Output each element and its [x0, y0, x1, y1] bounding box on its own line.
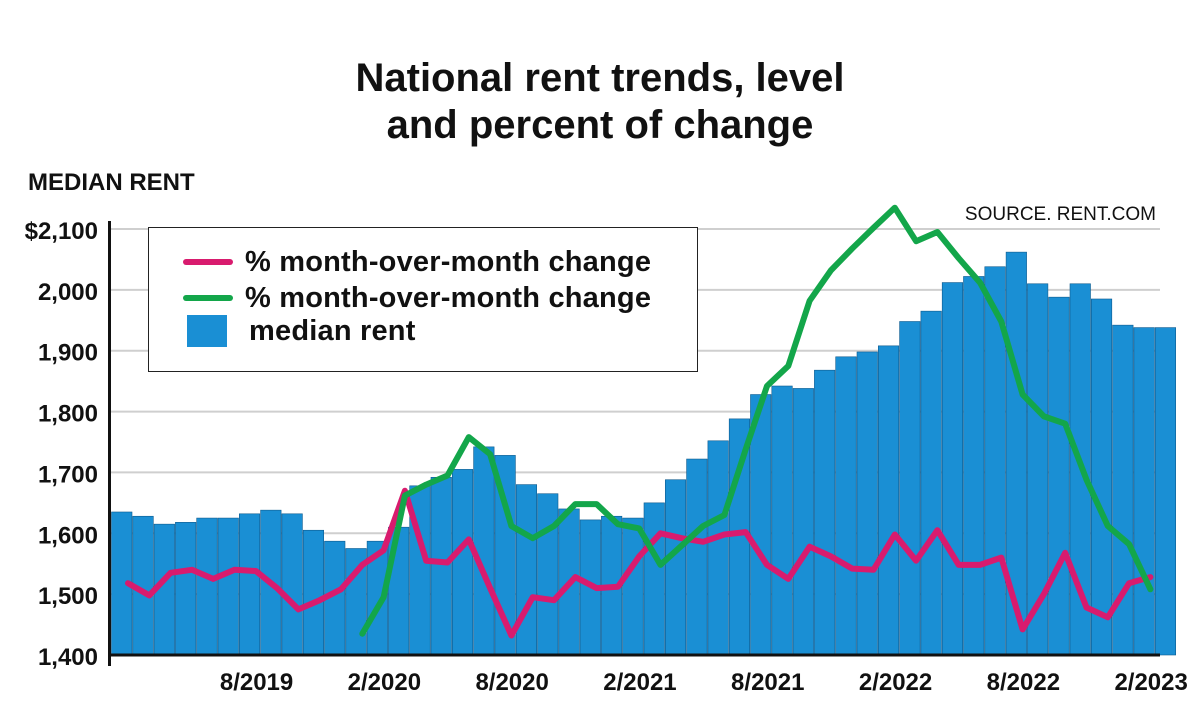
- x-tick-label: 2/2023: [1114, 669, 1187, 696]
- axes: $2,100 2,000 1,900 1,800 1,700 1,600 1,500 1,40…: [25, 218, 1188, 696]
- bar-median-rent: [622, 517, 644, 656]
- chart-title-line-2: and percent of change: [386, 103, 814, 147]
- y-tick-label: 1,700: [38, 461, 98, 488]
- legend: % month-over-month change % month-over-m…: [148, 227, 698, 372]
- bar-median-rent: [643, 502, 665, 656]
- bar-median-rent: [963, 276, 985, 656]
- legend-item-bar: median rent: [183, 314, 416, 348]
- legend-label: median rent: [249, 314, 416, 347]
- bar-median-rent: [430, 476, 452, 656]
- bar-series-median-rent: [111, 251, 1176, 656]
- bar-median-rent: [302, 529, 325, 656]
- bar-median-rent: [814, 369, 836, 656]
- bar-median-rent: [175, 522, 197, 656]
- bar-median-rent: [217, 517, 239, 656]
- bar-median-rent: [281, 513, 303, 656]
- legend-item-pink-line: % month-over-month change: [183, 245, 651, 279]
- source-note: SOURCE. RENT.COM: [965, 204, 1156, 225]
- bar-median-rent: [941, 282, 964, 656]
- bar-median-rent: [856, 351, 878, 656]
- pink-line-swatch: [183, 259, 233, 265]
- chart-title-line-1: National rent trends, level: [355, 56, 845, 100]
- bar-median-rent: [239, 513, 261, 656]
- bar-median-rent: [1048, 296, 1070, 656]
- bar-median-rent: [877, 345, 900, 656]
- bar-median-rent: [537, 493, 559, 656]
- y-tick-label: 1,400: [38, 644, 98, 671]
- bar-swatch: [187, 315, 227, 347]
- bar-median-rent: [1133, 327, 1155, 656]
- y-tick-label: 1,900: [38, 340, 98, 367]
- green-line-series: [359, 204, 1154, 637]
- bar-median-rent: [771, 385, 793, 656]
- x-tick-label: 8/2020: [475, 669, 548, 696]
- x-tick-label: 8/2019: [220, 669, 293, 696]
- x-tick-label: 2/2020: [348, 669, 421, 696]
- bar-median-rent: [451, 469, 474, 656]
- x-tick-label: 8/2021: [731, 669, 804, 696]
- y-tick-label: 1,500: [38, 583, 98, 610]
- bar-median-rent: [920, 310, 942, 656]
- legend-item-green-line: % month-over-month change: [183, 281, 651, 315]
- y-tick-label: 1,800: [38, 401, 98, 428]
- x-tick-label: 2/2022: [859, 669, 932, 696]
- bar-median-rent: [1154, 327, 1176, 656]
- legend-label: % month-over-month change: [245, 281, 652, 314]
- pink-line-series: [125, 487, 1154, 639]
- y-axis-title: MEDIAN RENT: [28, 169, 195, 196]
- line-series: [125, 204, 1154, 639]
- x-tick-label: 8/2022: [987, 669, 1060, 696]
- bar-median-rent: [835, 356, 857, 656]
- x-tick-label: 2/2021: [603, 669, 676, 696]
- y-tick-label: 2,000: [38, 279, 98, 306]
- y-tick-label: 1,600: [38, 522, 98, 549]
- bar-median-rent: [686, 458, 708, 656]
- y-tick-label: $2,100: [25, 218, 98, 245]
- green-line-swatch: [183, 295, 233, 301]
- bar-median-rent: [707, 440, 729, 656]
- bar-median-rent: [664, 479, 687, 656]
- bar-median-rent: [1091, 298, 1113, 656]
- bar-median-rent: [515, 484, 538, 656]
- bar-median-rent: [792, 388, 814, 656]
- bar-median-rent: [196, 517, 218, 656]
- legend-label: % month-over-month change: [245, 245, 652, 278]
- bar-median-rent: [899, 321, 921, 656]
